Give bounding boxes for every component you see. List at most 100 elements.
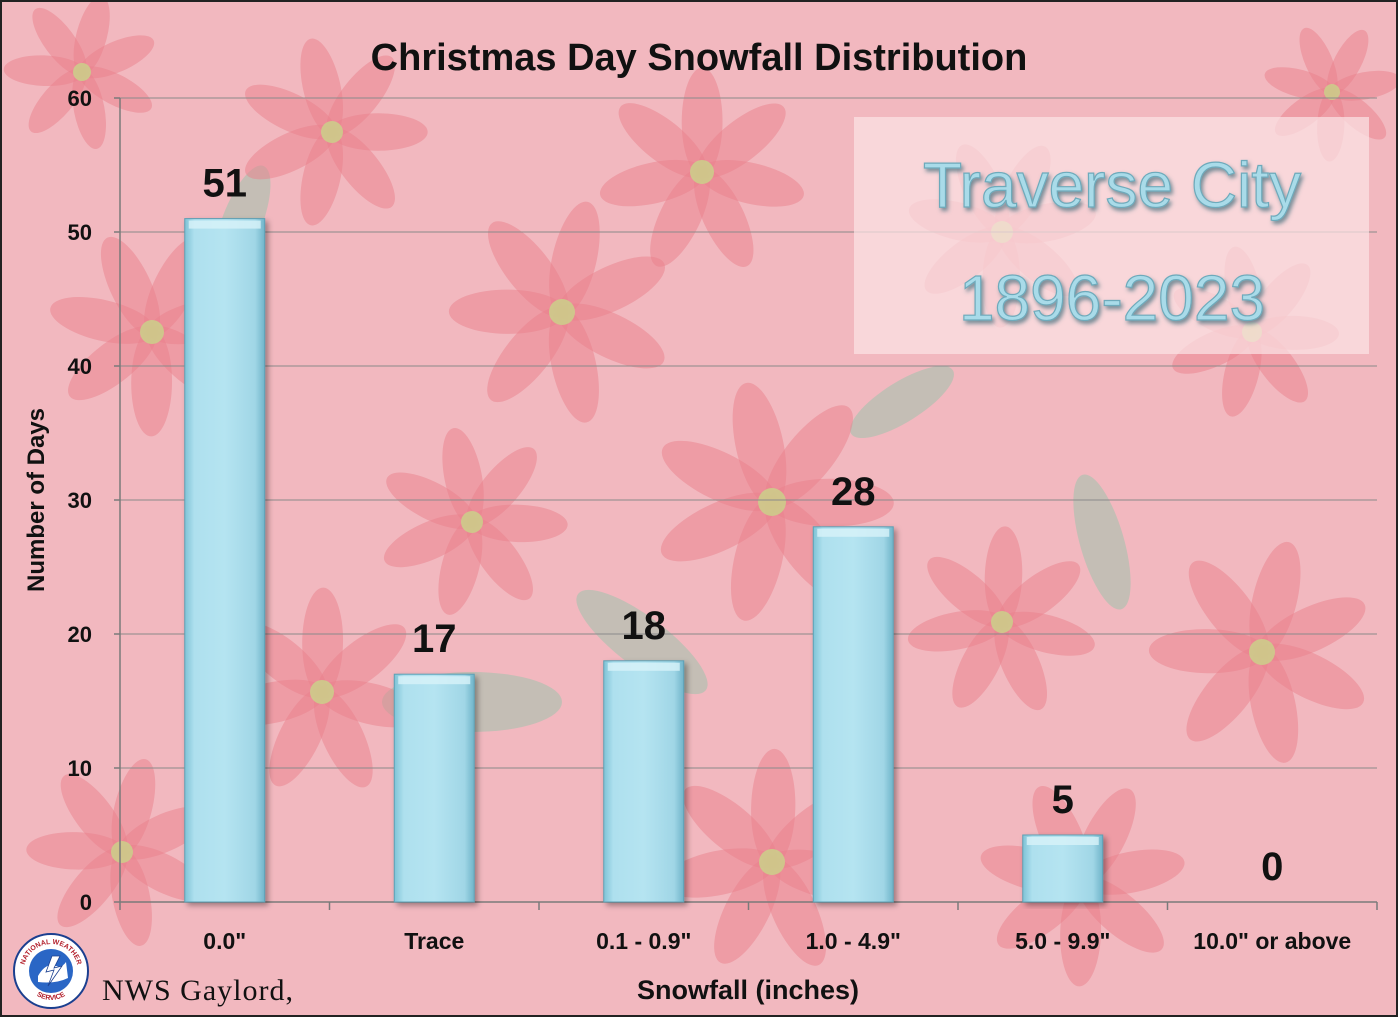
poinsettia-flower (245, 38, 428, 226)
x-axis-label: Snowfall (inches) (637, 975, 859, 1005)
bar-bevel (398, 676, 471, 685)
petal-shape (952, 618, 1009, 708)
y-tick-labels: 0 10 20 30 40 50 60 (68, 86, 120, 915)
data-label: 17 (412, 617, 457, 661)
petal-shape (326, 55, 395, 137)
petal-shape (557, 256, 665, 321)
petal-shape (317, 624, 407, 698)
data-label: 28 (831, 470, 876, 514)
bar (184, 218, 266, 903)
y-axis-label: Number of Days (23, 408, 50, 592)
bar-bevel (188, 220, 261, 229)
poinsettia-flower (599, 67, 804, 267)
flower-center (321, 121, 343, 143)
bar-body (812, 526, 894, 903)
gridlines (120, 97, 1377, 769)
bar (1022, 834, 1104, 903)
flower-center (111, 841, 133, 863)
flower-center (310, 680, 334, 704)
bar-bevel (1026, 837, 1099, 845)
bar-body (184, 218, 266, 903)
petal-shape (60, 774, 128, 857)
data-label: 51 (203, 162, 248, 206)
petal-shape (763, 857, 827, 966)
petal-shape (386, 472, 476, 529)
petal-shape (326, 127, 395, 209)
flower-center (690, 160, 714, 184)
x-tick-label: 0.0" (203, 928, 246, 954)
y-tick-label: 20 (68, 622, 92, 647)
petal-shape (32, 7, 87, 76)
petal-shape (661, 440, 777, 512)
annotation-box (854, 117, 1369, 354)
petal-shape (487, 306, 569, 403)
svg-text:SERVICE: SERVICE (36, 991, 67, 1002)
bar-body (1022, 834, 1104, 903)
x-tick-label: 10.0" or above (1193, 928, 1351, 954)
y-tick-label: 30 (68, 488, 92, 513)
y-tick-label: 60 (68, 86, 92, 111)
petal-shape (682, 785, 778, 869)
petal-shape (269, 687, 330, 787)
leaf-shape (850, 365, 954, 439)
petal-shape (1188, 560, 1269, 658)
poinsettia-flower (907, 526, 1095, 711)
flower-center (73, 63, 91, 81)
petal-shape (78, 66, 153, 113)
petal-shape (997, 561, 1081, 628)
poinsettia-flower (383, 427, 568, 615)
flower-center (461, 511, 483, 533)
data-label: 5 (1052, 778, 1074, 822)
y-tick-label: 10 (68, 756, 92, 781)
petal-shape (466, 517, 533, 601)
flower-center (1324, 84, 1340, 100)
bar (603, 660, 685, 903)
petal-shape (57, 847, 128, 928)
x-tick-label: Trace (404, 928, 464, 954)
poinsettia-flower (1148, 541, 1366, 763)
petal-shape (697, 103, 786, 178)
annotation-years: 1896-2023 (959, 262, 1265, 334)
petal-shape (618, 103, 707, 178)
bar (812, 526, 894, 903)
flower-center (1249, 639, 1275, 665)
nws-logo: NATIONAL WEATHER SERVICE (13, 933, 89, 1009)
petal-shape (1327, 29, 1369, 95)
petal-shape (438, 518, 483, 615)
petal-shape (765, 405, 853, 508)
location-annotation: Traverse City 1896-2023 (854, 117, 1369, 354)
y-tick-label: 40 (68, 354, 92, 379)
y-tick-label: 0 (80, 890, 92, 915)
data-label: 0 (1261, 845, 1283, 889)
x-tick-label: 0.1 - 0.9" (596, 928, 691, 954)
poinsettia-flower (3, 2, 155, 150)
petal-shape (1328, 88, 1387, 140)
y-tick-label: 50 (68, 220, 92, 245)
flower-center (758, 488, 786, 516)
flower-center (991, 611, 1013, 633)
petal-shape (1186, 646, 1269, 742)
data-labels: 51 17 18 28 5 0 (203, 162, 1284, 889)
bars (184, 218, 1104, 903)
bar-bevel (607, 662, 680, 671)
bar-body (603, 660, 685, 903)
logo-bottom-text: SERVICE (36, 991, 67, 1002)
nws-office-label: NWS Gaylord, (102, 974, 294, 1007)
leaf-shape (1073, 474, 1131, 610)
petal-shape (487, 221, 569, 318)
chart-title: Christmas Day Snowfall Distribution (371, 37, 1028, 79)
x-tick-label: 1.0 - 4.9" (806, 928, 901, 954)
flower-center (759, 849, 785, 875)
annotation-location: Traverse City (923, 149, 1301, 221)
petal-shape (466, 447, 537, 527)
bar-body (393, 673, 475, 903)
petal-shape (110, 848, 152, 946)
petal-shape (28, 68, 87, 134)
flower-center (549, 299, 575, 325)
petal-shape (767, 478, 894, 527)
petal-shape (927, 556, 1007, 628)
x-tick-labels: 0.0" Trace 0.1 - 0.9" 1.0 - 4.9" 5.0 - 9.9" 1… (119, 902, 1378, 954)
poinsettia-flower (448, 201, 665, 423)
